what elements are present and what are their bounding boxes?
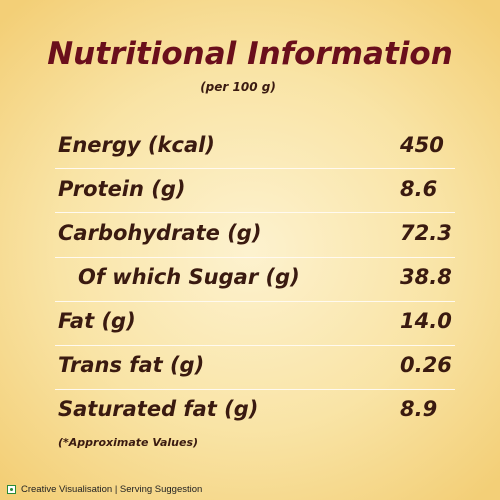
table-row: Saturated fat (g) 8.9 <box>55 389 455 433</box>
disclaimer: Creative Visualisation | Serving Suggest… <box>21 484 203 495</box>
table-row: Protein (g) 8.6 <box>55 169 455 213</box>
row-separator <box>55 345 455 346</box>
row-separator <box>55 168 455 169</box>
subtitle: (per 100 g) <box>200 80 276 94</box>
table-row: Energy (kcal) 450 <box>55 125 455 169</box>
nutrient-value: 72.3 <box>400 221 452 245</box>
nutrient-value: 450 <box>400 133 444 157</box>
nutrient-label: Carbohydrate (g) <box>58 221 262 245</box>
row-separator <box>55 212 455 213</box>
row-separator <box>55 257 455 258</box>
veg-icon <box>7 485 16 494</box>
nutrient-value: 0.26 <box>400 353 452 377</box>
nutrient-value: 38.8 <box>400 265 452 289</box>
table-row: Carbohydrate (g) 72.3 <box>55 213 455 257</box>
table-row: Fat (g) 14.0 <box>55 301 455 345</box>
nutrient-value: 8.6 <box>400 177 438 201</box>
nutrient-label: Fat (g) <box>58 309 136 333</box>
nutrient-label: Saturated fat (g) <box>58 397 259 421</box>
row-separator <box>55 389 455 390</box>
table-row: Trans fat (g) 0.26 <box>55 345 455 389</box>
nutrient-label: Trans fat (g) <box>58 353 205 377</box>
nutrient-value: 14.0 <box>400 309 452 333</box>
title: Nutritional Information <box>47 36 453 72</box>
nutrient-label: Energy (kcal) <box>58 133 215 157</box>
nutrient-label: Protein (g) <box>58 177 186 201</box>
table-row: Of which Sugar (g) 38.8 <box>55 257 455 301</box>
nutrient-value: 8.9 <box>400 397 438 421</box>
row-separator <box>55 301 455 302</box>
footnote: (*Approximate Values) <box>58 436 199 449</box>
nutrient-label: Of which Sugar (g) <box>78 265 300 289</box>
